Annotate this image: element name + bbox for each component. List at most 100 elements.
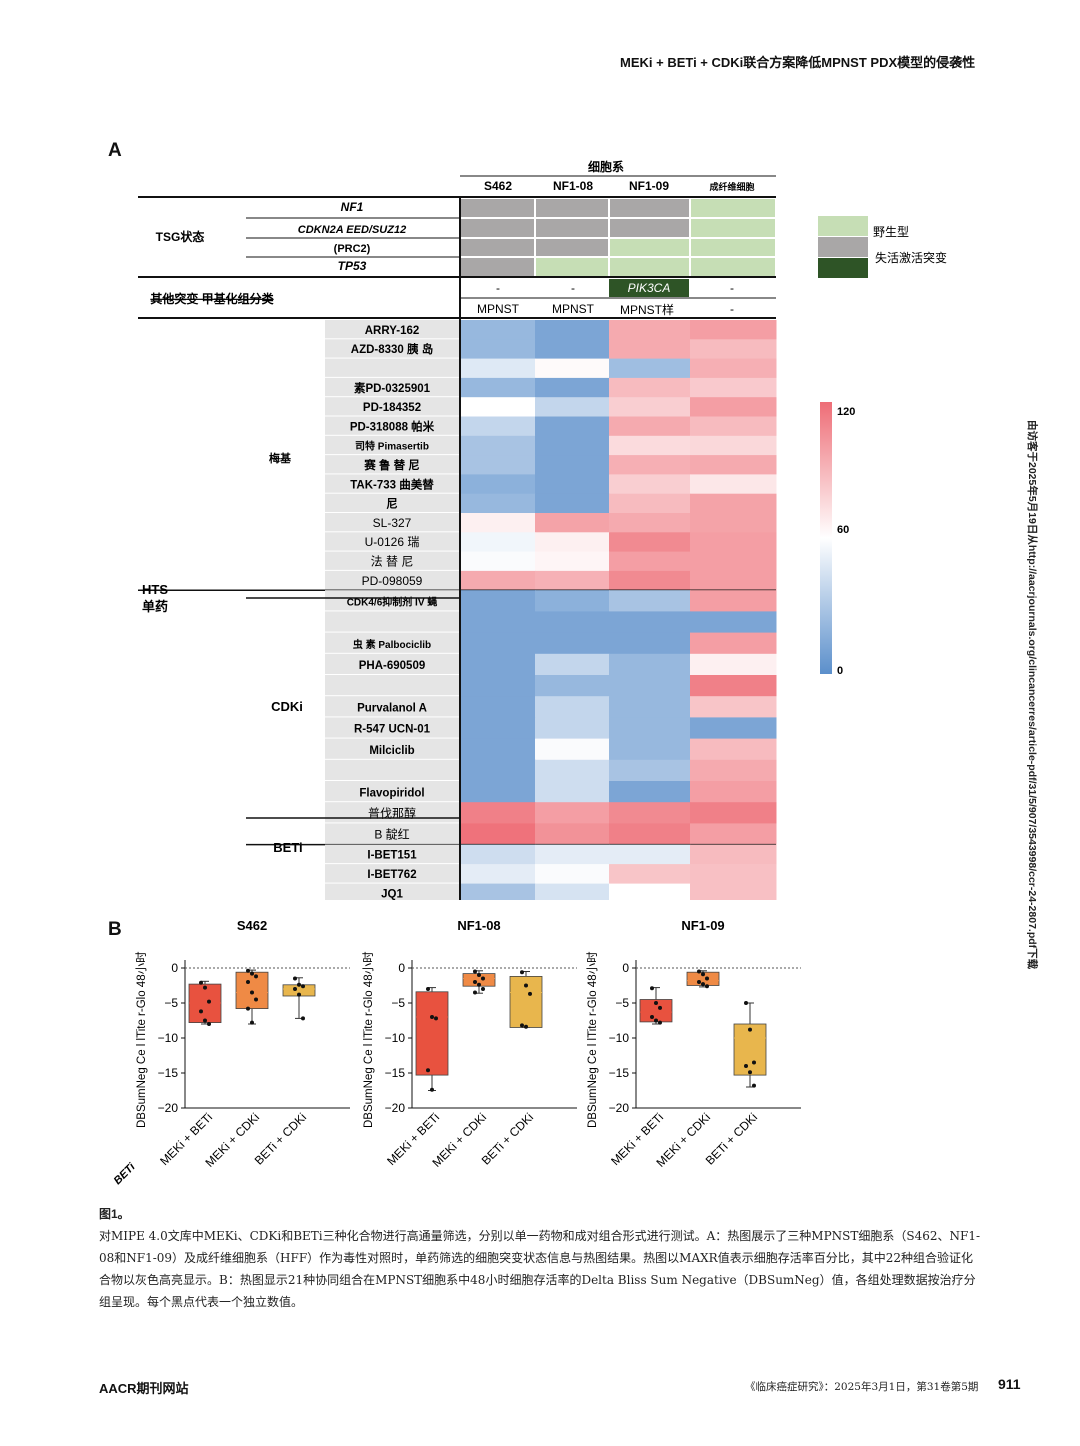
heatmap-cell (690, 864, 777, 885)
heatmap-cell (535, 781, 610, 803)
data-point (744, 1001, 748, 1005)
drug-label-cell (325, 611, 459, 632)
drug-label: I-BET762 (367, 869, 416, 881)
caption-text: 对MIPE 4.0文库中MEKi、CDKi和BETi三种化合物进行高通量筛选，分… (99, 1229, 981, 1309)
heatmap-cell (460, 435, 536, 456)
box (235, 971, 269, 1009)
group-label-cdki: CDKi (271, 699, 303, 714)
data-point (650, 986, 654, 991)
data-point (481, 976, 485, 981)
drug-label-cell (325, 435, 459, 455)
tsg-cell (610, 239, 689, 256)
data-point (701, 972, 705, 977)
y-tick-label: −10 (158, 1031, 179, 1045)
drug-label-cell (325, 675, 459, 696)
y-axis-label: DBSumNeg Ce l lTite r-Glo 48小时 (362, 951, 375, 1128)
data-point (705, 976, 709, 981)
heatmap-cell (535, 532, 610, 553)
data-point (207, 999, 211, 1004)
drug-label: Milciclib (369, 745, 414, 757)
heatmap-cell (609, 339, 691, 360)
drug-label-cell (325, 570, 459, 590)
data-point (426, 1068, 430, 1073)
heatmap-cell (609, 883, 691, 900)
tsg-row-label: CDKN2A EED/SUZ12 (298, 224, 406, 236)
heatmap-cell (690, 717, 777, 740)
heatmap-cell (690, 551, 777, 572)
heatmap-cell (690, 320, 777, 340)
legend-wild-type-swatch (818, 216, 868, 236)
heatmap-cell (460, 570, 536, 591)
drug-label: PD-098059 (362, 574, 423, 588)
heatmap-cell (460, 358, 536, 379)
y-axis-label: DBSumNeg Ce l lTite r-Glo 48小时 (586, 951, 599, 1128)
heatmap-cell (460, 759, 536, 782)
color-scale-bar (820, 402, 832, 674)
drug-label: I-BET151 (367, 850, 417, 862)
cell-lines-title: 细胞系 (588, 159, 624, 174)
heatmap-cell (535, 675, 610, 697)
heatmap-cell (535, 738, 610, 761)
hts-sub-label: 单药 (142, 599, 168, 614)
heatmap-cell (535, 513, 610, 533)
heatmap-cell (535, 696, 610, 718)
heatmap-cell (609, 802, 691, 824)
data-point (748, 1070, 752, 1075)
tsg-row-label: NF1 (341, 200, 364, 214)
data-point (301, 1016, 305, 1021)
tsg-cell (691, 258, 775, 276)
scale-max-label: 120 (837, 406, 855, 418)
heatmap-cell (609, 551, 691, 572)
y-tick-label: −5 (391, 996, 405, 1010)
data-point (250, 990, 254, 995)
tsg-cell (610, 199, 689, 217)
heatmap-cell (690, 696, 777, 718)
heatmap-cell (535, 397, 610, 417)
heatmap-cell (535, 435, 610, 456)
heatmap-cell (609, 532, 691, 553)
tsg-cell (691, 219, 775, 237)
heatmap-cell (690, 358, 777, 379)
data-point (203, 1018, 207, 1023)
drug-label-cell (325, 320, 459, 339)
heatmap-cell (690, 397, 777, 417)
heatmap-cell (460, 339, 536, 360)
download-note: 由访客于2025年5月19日从http://aacrjournals.org/c… (1026, 420, 1038, 970)
tsg-cell (461, 258, 534, 276)
drug-label-cell (325, 532, 459, 551)
heatmap-cell (535, 590, 610, 612)
drug-label: 司特 Pimasertib (355, 440, 429, 453)
y-tick-label: −15 (609, 1066, 630, 1080)
data-point (297, 992, 301, 997)
heatmap-cell (609, 590, 691, 612)
heatmap-cell (690, 416, 777, 437)
drug-label: ARRY-162 (365, 325, 420, 337)
data-point (203, 985, 207, 990)
data-point (207, 1022, 211, 1026)
drug-label-cell (325, 339, 459, 358)
heatmap-cell (460, 513, 536, 533)
data-point (524, 983, 528, 988)
heatmap-cell (690, 339, 777, 360)
heatmap-cell (690, 759, 777, 782)
heatmap-cell (460, 532, 536, 553)
heatmap-cell (690, 632, 777, 655)
drug-label-cell (325, 844, 459, 864)
tsg-cell (461, 219, 534, 237)
heatmap-cell (535, 653, 610, 676)
running-header: MEKi + BETi + CDKi联合方案降低MPNST PDX模型的侵袭性 (620, 55, 976, 70)
corner-mark: BETi (112, 1160, 139, 1187)
drug-label-cell (325, 759, 459, 780)
hts-label: HTS (142, 582, 168, 597)
heatmap-cell (690, 823, 777, 846)
tsg-row-label: TP53 (338, 259, 367, 273)
heatmap-cell (609, 738, 691, 761)
drug-label: 赛 鲁 替 尼 (363, 458, 420, 472)
data-point (528, 991, 532, 996)
drug-label-cell (325, 696, 459, 717)
heatmap-cell (690, 532, 777, 553)
panel-a-letter: A (108, 140, 122, 161)
heatmap-cell (535, 632, 610, 655)
data-point (250, 971, 254, 976)
other-mutation-value: - (571, 281, 575, 295)
